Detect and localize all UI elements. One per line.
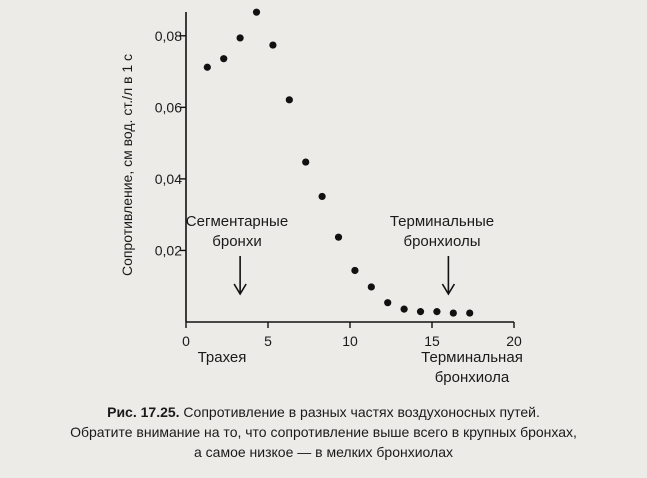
data-point xyxy=(252,8,261,16)
annotation-text: бронхиолы xyxy=(404,233,481,250)
data-point xyxy=(367,283,375,291)
data-point xyxy=(236,34,244,42)
annotations: Сегментарные бронхи Терминальные бронхиолы Т… xyxy=(186,213,523,386)
figure-caption: Рис. 17.25. Сопротивление в разных частя… xyxy=(0,402,647,462)
caption-line-3: а самое низкое — в мелких бронхиолах xyxy=(193,444,453,460)
data-points xyxy=(203,8,474,317)
data-point xyxy=(449,309,457,317)
y-tick-label: 0,08 xyxy=(155,28,182,44)
x-tick-label: 20 xyxy=(506,333,522,349)
annotation-text: Сегментарные xyxy=(186,213,288,230)
y-tick-label: 0,06 xyxy=(155,99,182,115)
x-annotation-text: Трахея xyxy=(198,349,247,366)
annotation-arrow-head xyxy=(441,283,456,296)
annotation-arrow-head xyxy=(233,283,247,296)
y-tick-label: 0,02 xyxy=(155,242,182,258)
annotation-text: бронхи xyxy=(212,233,261,250)
data-point xyxy=(466,309,474,317)
data-point xyxy=(416,308,425,316)
data-point xyxy=(285,96,293,104)
data-point xyxy=(203,63,211,71)
axes: 0,02 0,04 0,06 0,08 0 5 10 15 20 Сопротивление, с… xyxy=(119,12,522,349)
data-point xyxy=(433,308,441,316)
x-annotation-text: бронхиола xyxy=(435,369,510,386)
data-point xyxy=(269,41,277,49)
x-tick-label: 5 xyxy=(264,333,272,349)
data-point xyxy=(351,266,359,275)
caption-label: Рис. 17.25. xyxy=(107,404,180,420)
data-point xyxy=(318,192,326,201)
data-point xyxy=(334,233,343,241)
caption-line-2: Обратите внимание на то, что сопротивлен… xyxy=(70,424,577,440)
caption-line-1-text: Сопротивление в разных частях воздухонос… xyxy=(179,404,540,420)
x-tick-label: 10 xyxy=(342,333,358,349)
x-annotation-text: Терминальная xyxy=(421,349,523,366)
x-tick-label: 0 xyxy=(182,333,190,349)
y-tick-label: 0,04 xyxy=(155,171,182,187)
annotation-text: Терминальные xyxy=(390,213,494,230)
data-point xyxy=(384,299,392,307)
x-tick-label: 15 xyxy=(424,333,440,349)
data-point xyxy=(302,158,310,166)
caption-line-1: Рис. 17.25. Сопротивление в разных частя… xyxy=(0,402,647,422)
resistance-scatter-chart: 0,02 0,04 0,06 0,08 0 5 10 15 20 Сопротивление, с… xyxy=(119,8,523,386)
y-axis-label: Сопротивление, см вод. ст./л в 1 с xyxy=(119,54,135,276)
data-point xyxy=(400,305,408,313)
data-point xyxy=(220,55,228,63)
